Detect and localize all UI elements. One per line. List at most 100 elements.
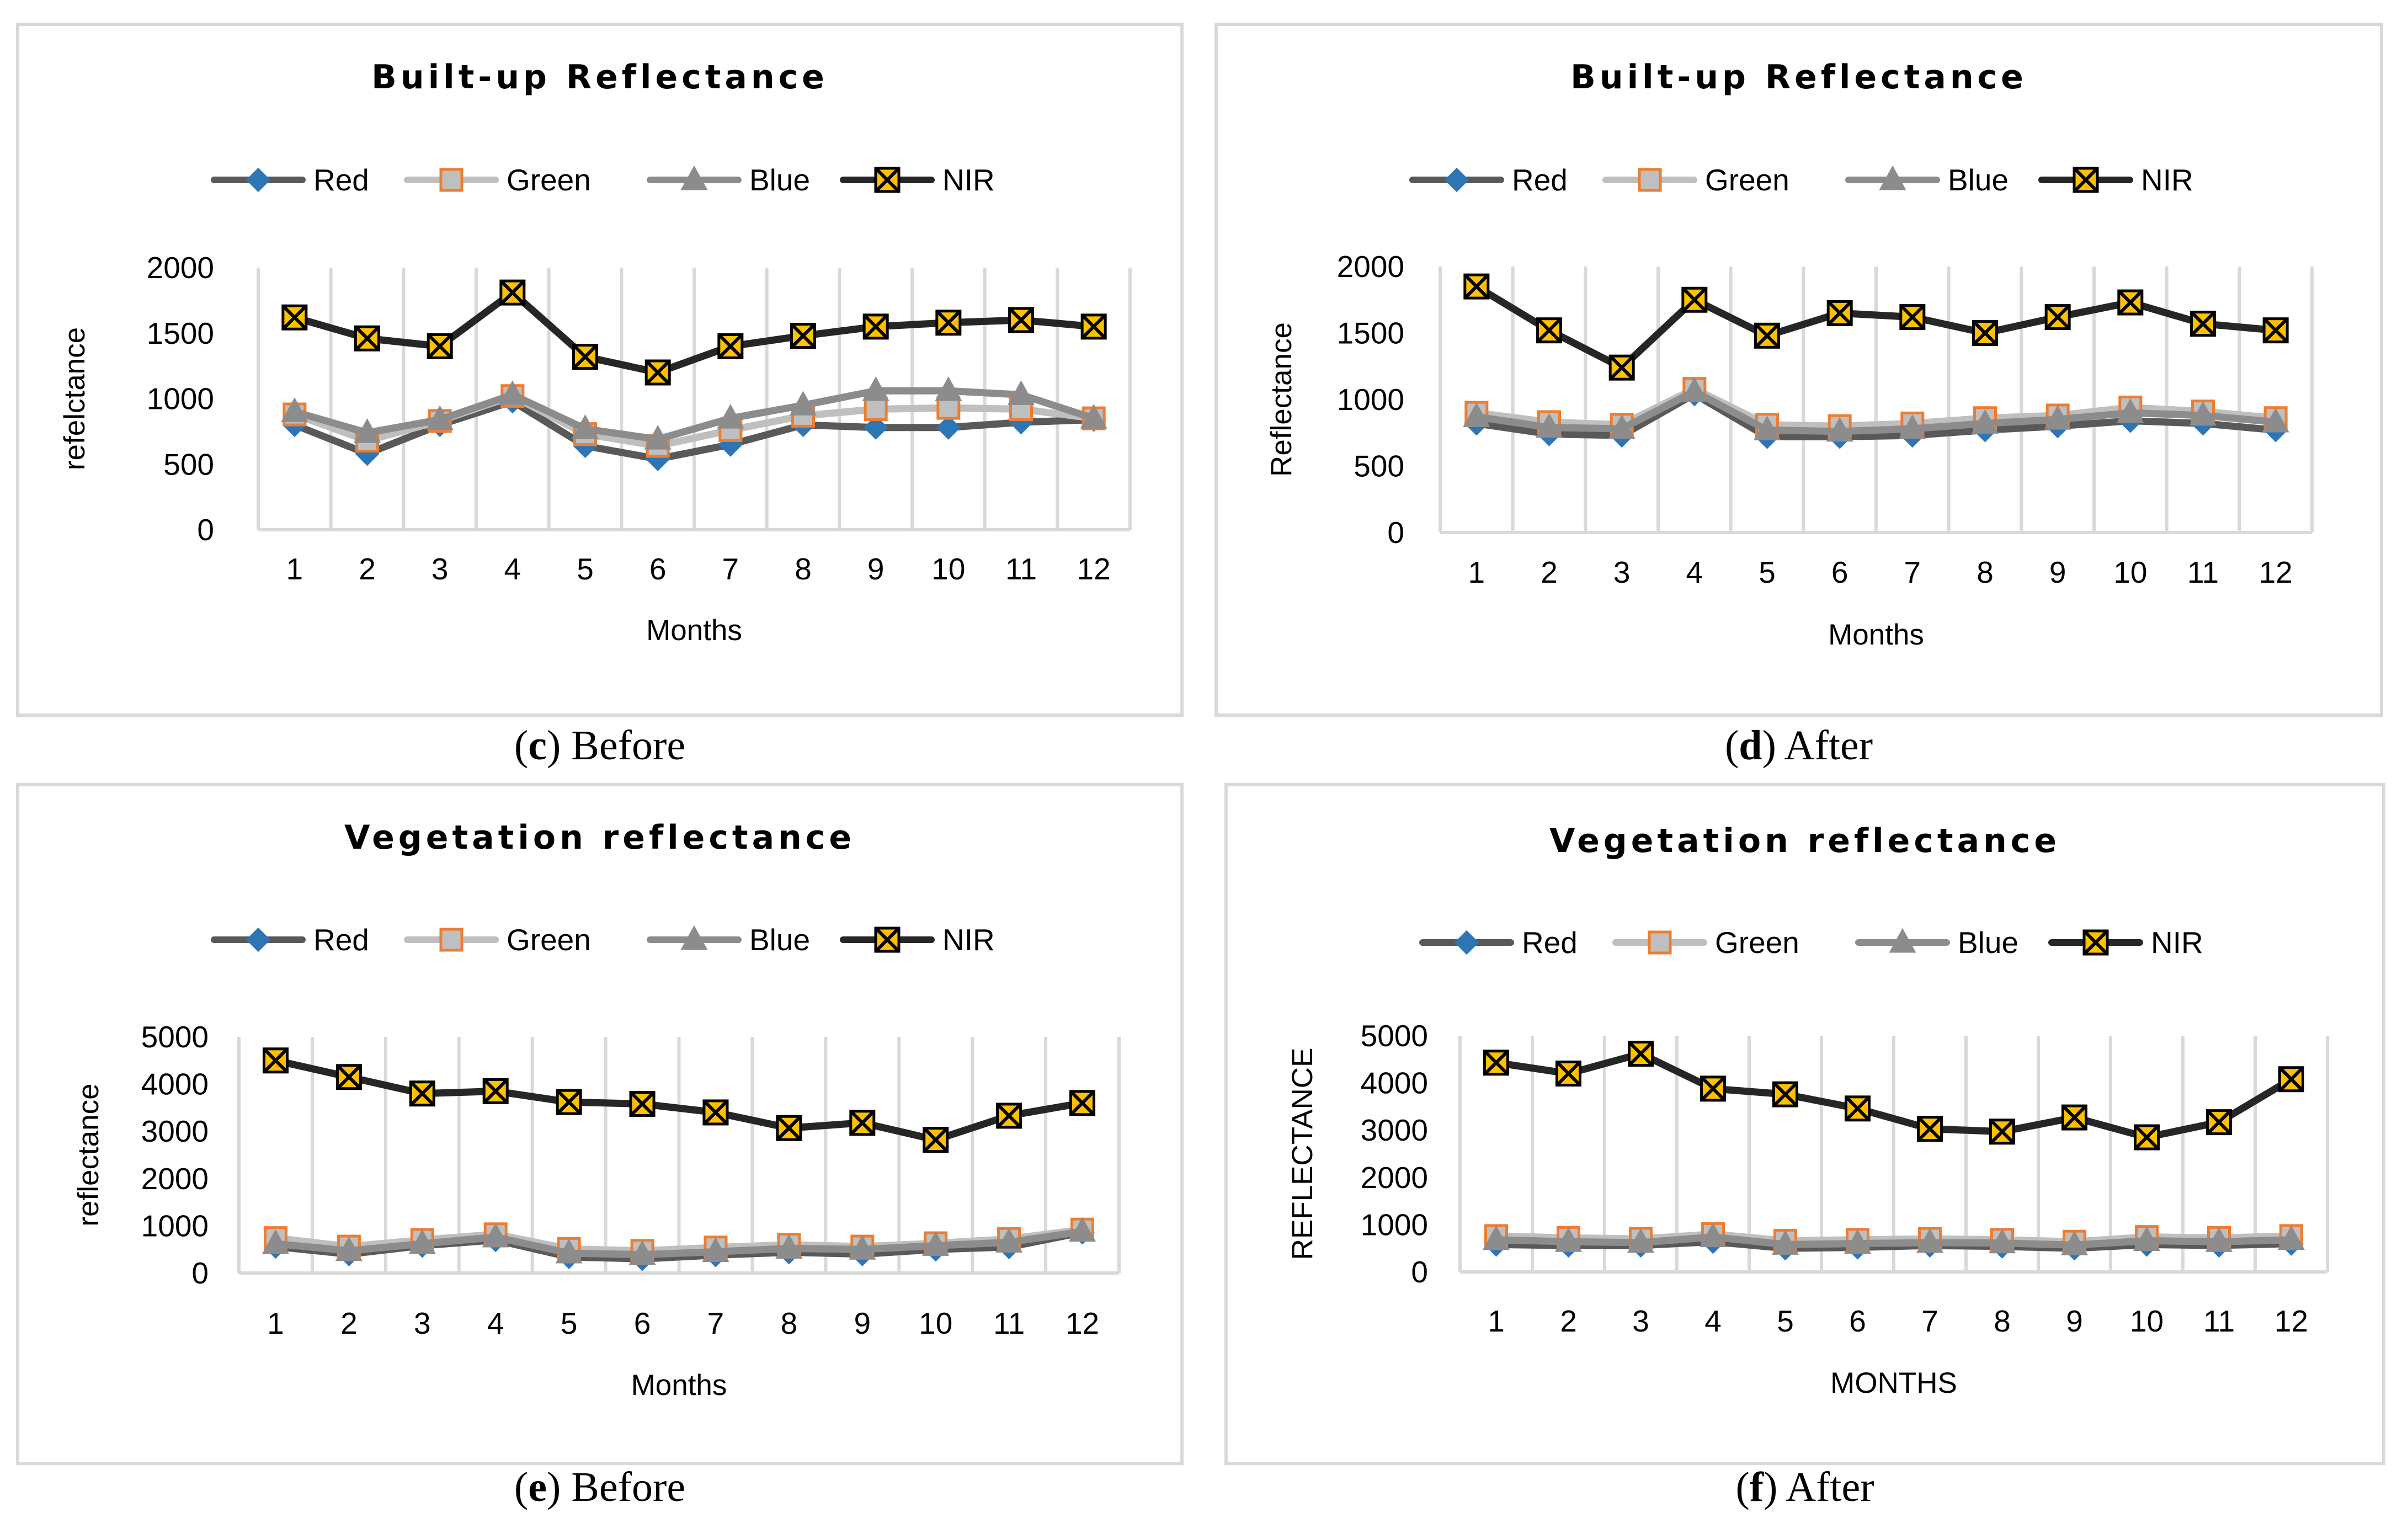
data-point-nir [1080,313,1107,340]
data-point-red [864,415,888,440]
data-point-blue [482,1222,509,1248]
x-tick-label: 12 [1066,1306,1099,1340]
chart-title: Built-up Reflectance [1570,58,2027,97]
legend-item-blue: Blue [647,163,810,197]
legend-label: NIR [2141,163,2193,197]
y-tick-label: 3000 [141,1114,209,1148]
data-point-nir [923,1127,949,1153]
series-blue [1463,377,2289,442]
y-axis-label: reflectance [72,1083,105,1226]
data-point-nir [2190,311,2216,337]
data-point-blue [1844,1229,1872,1254]
data-point-nir-cross-b [849,1110,875,1136]
data-point-blue [2060,1231,2089,1255]
data-point-blue [1771,1230,1799,1255]
data-point-nir-cross-b [2206,1109,2232,1135]
x-tick-label: 4 [1704,1304,1722,1338]
data-point-blue [1699,1222,1727,1248]
x-tick-label: 6 [1831,555,1848,589]
series-nir [262,1047,1096,1153]
data-point-nir-cross-b [1827,300,1853,326]
y-tick-label: 1000 [1337,382,1404,417]
data-point-nir-cross-b [354,326,380,352]
data-point-nir-cross-b [1772,1082,1798,1107]
data-point-blue [2277,1225,2305,1250]
x-tick-label: 2 [340,1306,358,1340]
x-tick-label: 1 [286,552,303,586]
data-point-nir-cross-b [2117,289,2143,316]
series-blue [1482,1222,2305,1255]
data-point-nir-cross-b [1008,307,1034,333]
data-point-blue [1681,377,1708,402]
legend-item-red: Red [1419,925,1578,960]
x-tick-label: 11 [1005,552,1037,586]
data-point-nir [572,344,598,370]
legend-marker-cross-b [2073,167,2099,193]
data-point-nir [1536,317,1562,344]
data-point-blue [1007,380,1035,405]
x-tick-label: 11 [2203,1304,2235,1338]
data-point-nir [935,310,962,336]
data-point-blue [1971,409,1999,434]
legend-label: Red [313,923,369,957]
legend-label: Green [1705,163,1789,197]
x-tick-label: 9 [2049,555,2066,589]
vegetation-before-chart: Vegetation reflectance Red Green Blue NIR 0 10… [16,783,1184,1465]
data-point-red [936,415,961,440]
y-tick-label: 2000 [141,1162,209,1196]
legend-label: Red [1512,163,1568,197]
data-point-nir [482,1078,509,1104]
data-point-blue [335,1236,363,1261]
data-point-nir [335,1064,362,1090]
data-point-nir [1008,307,1034,333]
data-point-nir-cross-b [645,359,671,386]
data-point-nir-cross-b [629,1091,656,1117]
data-point-blue [1826,417,1853,442]
series-nir [281,279,1107,386]
data-point-nir-cross-b [263,1047,289,1073]
data-point-blue [1608,414,1635,439]
caption-letter: e [528,1464,547,1510]
chart-title: Vegetation reflectance [1549,822,2060,860]
data-point-blue [408,1229,436,1254]
data-point-nir [1483,1050,1509,1076]
data-point-nir [1899,304,1926,331]
data-point-blue [281,397,308,422]
caption-f: (f) After [1735,1464,1874,1510]
x-tick-label: 8 [795,552,812,586]
y-tick-label: 0 [191,1256,209,1290]
legend-marker [874,926,901,953]
data-point-nir-cross-b [717,333,743,359]
y-tick-label: 0 [197,513,214,547]
data-point-blue [2044,405,2071,430]
data-point-nir-cross-b [2278,1066,2304,1092]
x-tick-label: 12 [2274,1304,2308,1338]
data-point-blue [1080,404,1107,429]
y-tick-label: 1500 [147,316,214,350]
data-point-nir [409,1080,435,1107]
data-point-nir-cross-b [1845,1095,1871,1121]
data-point-nir [1972,320,1998,346]
chart-frame [1224,783,2385,1465]
data-point-nir [717,333,744,359]
data-point-nir-cross-b [499,280,525,306]
data-point-nir [281,304,308,331]
x-tick-label: 7 [722,552,739,586]
data-point-nir [790,323,816,349]
x-tick-label: 12 [1077,552,1111,586]
data-point-blue [2262,407,2289,433]
data-point-blue [1535,413,1563,438]
x-tick-label: 5 [577,552,594,586]
data-point-nir-cross-b [1555,1061,1581,1087]
chart-frame [16,23,1184,717]
y-tick-label: 5000 [141,1020,209,1054]
data-point-nir [2206,1109,2232,1136]
x-tick-label: 3 [1632,1304,1649,1338]
data-point-blue [995,1228,1023,1253]
series-line-blue [1496,1233,2292,1249]
data-point-nir-cross-b [2045,304,2071,330]
y-tick-label: 4000 [1361,1066,1428,1100]
data-point-blue [789,391,817,416]
y-tick-label: 1000 [147,382,214,416]
caption-text: Before [561,1464,686,1510]
